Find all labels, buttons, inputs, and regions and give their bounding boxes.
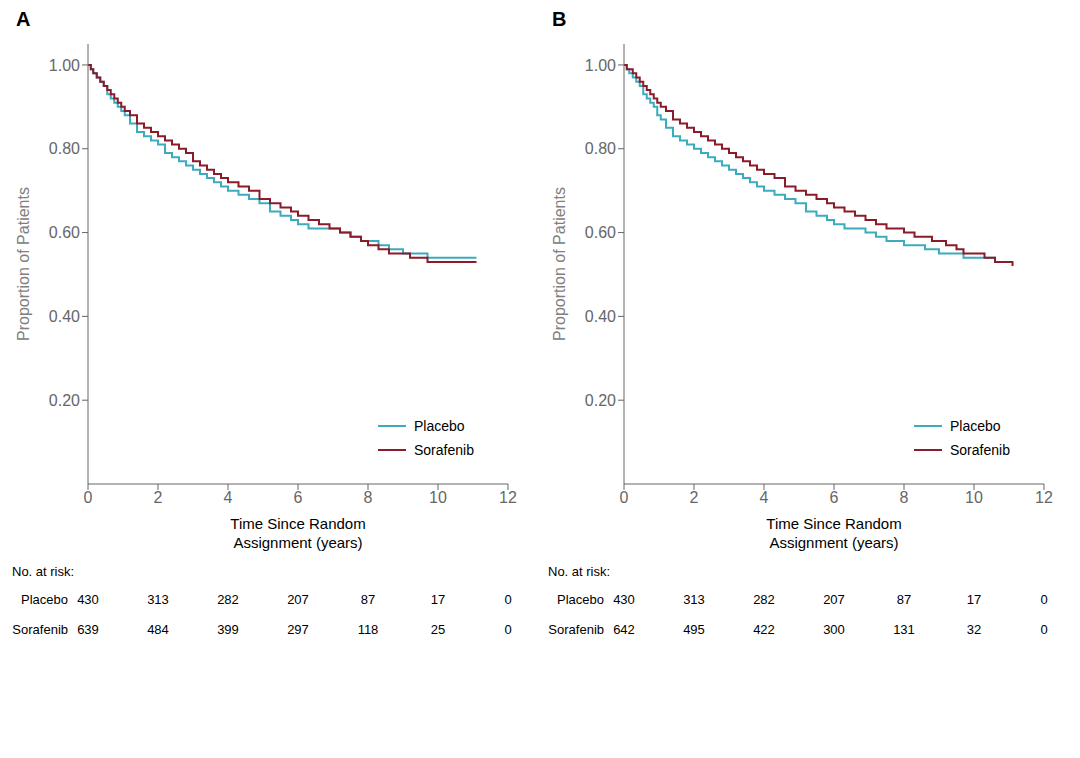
svg-text:0.80: 0.80: [49, 140, 80, 157]
svg-text:642: 642: [613, 622, 635, 637]
svg-text:12: 12: [1035, 489, 1053, 506]
svg-text:0.40: 0.40: [49, 308, 80, 325]
svg-text:0.20: 0.20: [49, 392, 80, 409]
svg-text:4: 4: [224, 489, 233, 506]
html-text:Placebo: Placebo: [950, 418, 1001, 434]
svg-text:207: 207: [823, 592, 845, 607]
svg-text:495: 495: [683, 622, 705, 637]
svg-text:Proportion of Patients: Proportion of Patients: [15, 187, 32, 341]
html-text:Placebo: Placebo: [414, 418, 465, 434]
svg-text:282: 282: [217, 592, 239, 607]
svg-text:32: 32: [967, 622, 981, 637]
svg-text:Proportion of Patients: Proportion of Patients: [551, 187, 568, 341]
html-text:Time Since Random: Time Since Random: [766, 515, 902, 532]
svg-text:12: 12: [499, 489, 517, 506]
svg-text:0.40: 0.40: [585, 308, 616, 325]
svg-text:8: 8: [364, 489, 373, 506]
svg-text:422: 422: [753, 622, 775, 637]
svg-text:0.20: 0.20: [585, 392, 616, 409]
svg-text:0.60: 0.60: [585, 224, 616, 241]
svg-text:0: 0: [84, 489, 93, 506]
svg-text:17: 17: [967, 592, 981, 607]
html-text:A: A: [16, 8, 31, 30]
svg-text:87: 87: [897, 592, 911, 607]
html-text:B: B: [552, 8, 567, 30]
svg-text:430: 430: [613, 592, 635, 607]
svg-text:0: 0: [504, 592, 511, 607]
svg-text:Placebo: Placebo: [21, 592, 68, 607]
svg-text:8: 8: [900, 489, 909, 506]
svg-text:0: 0: [620, 489, 629, 506]
html-text:Assignment (years): Assignment (years): [769, 534, 899, 551]
svg-text:484: 484: [147, 622, 169, 637]
svg-text:313: 313: [147, 592, 169, 607]
svg-text:No. at risk:: No. at risk:: [548, 564, 610, 579]
svg-text:1.00: 1.00: [585, 57, 616, 74]
svg-text:Placebo: Placebo: [557, 592, 604, 607]
svg-text:Sorafenib: Sorafenib: [548, 622, 604, 637]
svg-text:207: 207: [287, 592, 309, 607]
svg-text:131: 131: [893, 622, 915, 637]
svg-text:87: 87: [361, 592, 375, 607]
svg-text:430: 430: [77, 592, 99, 607]
svg-text:0.80: 0.80: [585, 140, 616, 157]
svg-text:6: 6: [830, 489, 839, 506]
svg-text:282: 282: [753, 592, 775, 607]
svg-text:0: 0: [1040, 622, 1047, 637]
html-text:Time Since Random: Time Since Random: [230, 515, 366, 532]
svg-text:6: 6: [294, 489, 303, 506]
html-text:Assignment (years): Assignment (years): [233, 534, 363, 551]
svg-text:118: 118: [358, 622, 379, 637]
svg-text:10: 10: [429, 489, 447, 506]
svg-text:297: 297: [287, 622, 309, 637]
svg-text:1.00: 1.00: [49, 57, 80, 74]
svg-text:17: 17: [431, 592, 445, 607]
html-text:Sorafenib: Sorafenib: [414, 442, 474, 458]
svg-text:639: 639: [77, 622, 99, 637]
svg-text:0: 0: [504, 622, 511, 637]
html-text:Sorafenib: Sorafenib: [950, 442, 1010, 458]
svg-text:Sorafenib: Sorafenib: [12, 622, 68, 637]
svg-text:399: 399: [217, 622, 239, 637]
svg-text:2: 2: [154, 489, 163, 506]
svg-text:4: 4: [760, 489, 769, 506]
svg-text:0.60: 0.60: [49, 224, 80, 241]
svg-text:No. at risk:: No. at risk:: [12, 564, 74, 579]
svg-text:10: 10: [965, 489, 983, 506]
svg-text:0: 0: [1040, 592, 1047, 607]
svg-text:25: 25: [431, 622, 445, 637]
svg-text:2: 2: [690, 489, 699, 506]
svg-text:300: 300: [823, 622, 845, 637]
svg-text:313: 313: [683, 592, 705, 607]
